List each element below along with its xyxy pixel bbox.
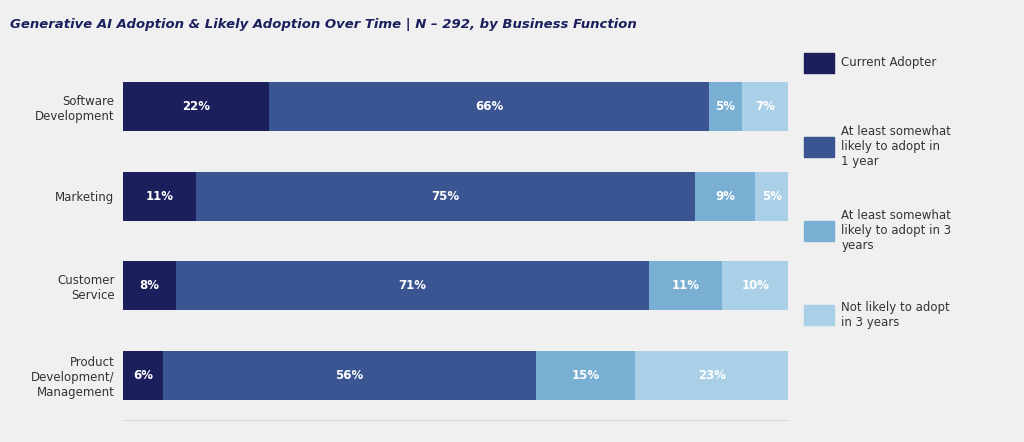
Text: 6%: 6% xyxy=(133,369,153,381)
Bar xyxy=(649,261,722,310)
Text: At least somewhat
likely to adopt in 3
years: At least somewhat likely to adopt in 3 y… xyxy=(842,210,951,252)
Bar xyxy=(722,261,788,310)
Text: 22%: 22% xyxy=(182,100,210,113)
Bar xyxy=(635,351,788,400)
Text: Not likely to adopt
in 3 years: Not likely to adopt in 3 years xyxy=(842,301,950,329)
Bar xyxy=(741,82,788,131)
Text: 10%: 10% xyxy=(741,279,769,292)
Bar xyxy=(163,351,536,400)
Bar xyxy=(176,261,649,310)
Bar xyxy=(536,351,635,400)
Text: 11%: 11% xyxy=(672,279,699,292)
Text: Generative AI Adoption & Likely Adoption Over Time | N – 292, by Business Functi: Generative AI Adoption & Likely Adoption… xyxy=(10,18,637,30)
Text: 66%: 66% xyxy=(475,100,503,113)
Bar xyxy=(123,171,197,221)
Text: 15%: 15% xyxy=(571,369,599,381)
Text: 5%: 5% xyxy=(762,190,782,202)
Text: 11%: 11% xyxy=(145,190,173,202)
Text: 75%: 75% xyxy=(432,190,460,202)
Text: Current Adopter: Current Adopter xyxy=(842,57,937,69)
Bar xyxy=(197,171,695,221)
Text: 5%: 5% xyxy=(715,100,735,113)
Text: 56%: 56% xyxy=(335,369,364,381)
Text: 9%: 9% xyxy=(715,190,735,202)
Bar xyxy=(269,82,709,131)
Bar xyxy=(709,82,741,131)
Text: 8%: 8% xyxy=(139,279,160,292)
Bar xyxy=(123,351,163,400)
Bar xyxy=(695,171,756,221)
Text: 7%: 7% xyxy=(756,100,775,113)
Bar xyxy=(123,261,176,310)
Text: 71%: 71% xyxy=(398,279,426,292)
Text: 23%: 23% xyxy=(698,369,726,381)
Text: At least somewhat
likely to adopt in
1 year: At least somewhat likely to adopt in 1 y… xyxy=(842,126,951,168)
Bar xyxy=(123,82,269,131)
Bar xyxy=(756,171,788,221)
